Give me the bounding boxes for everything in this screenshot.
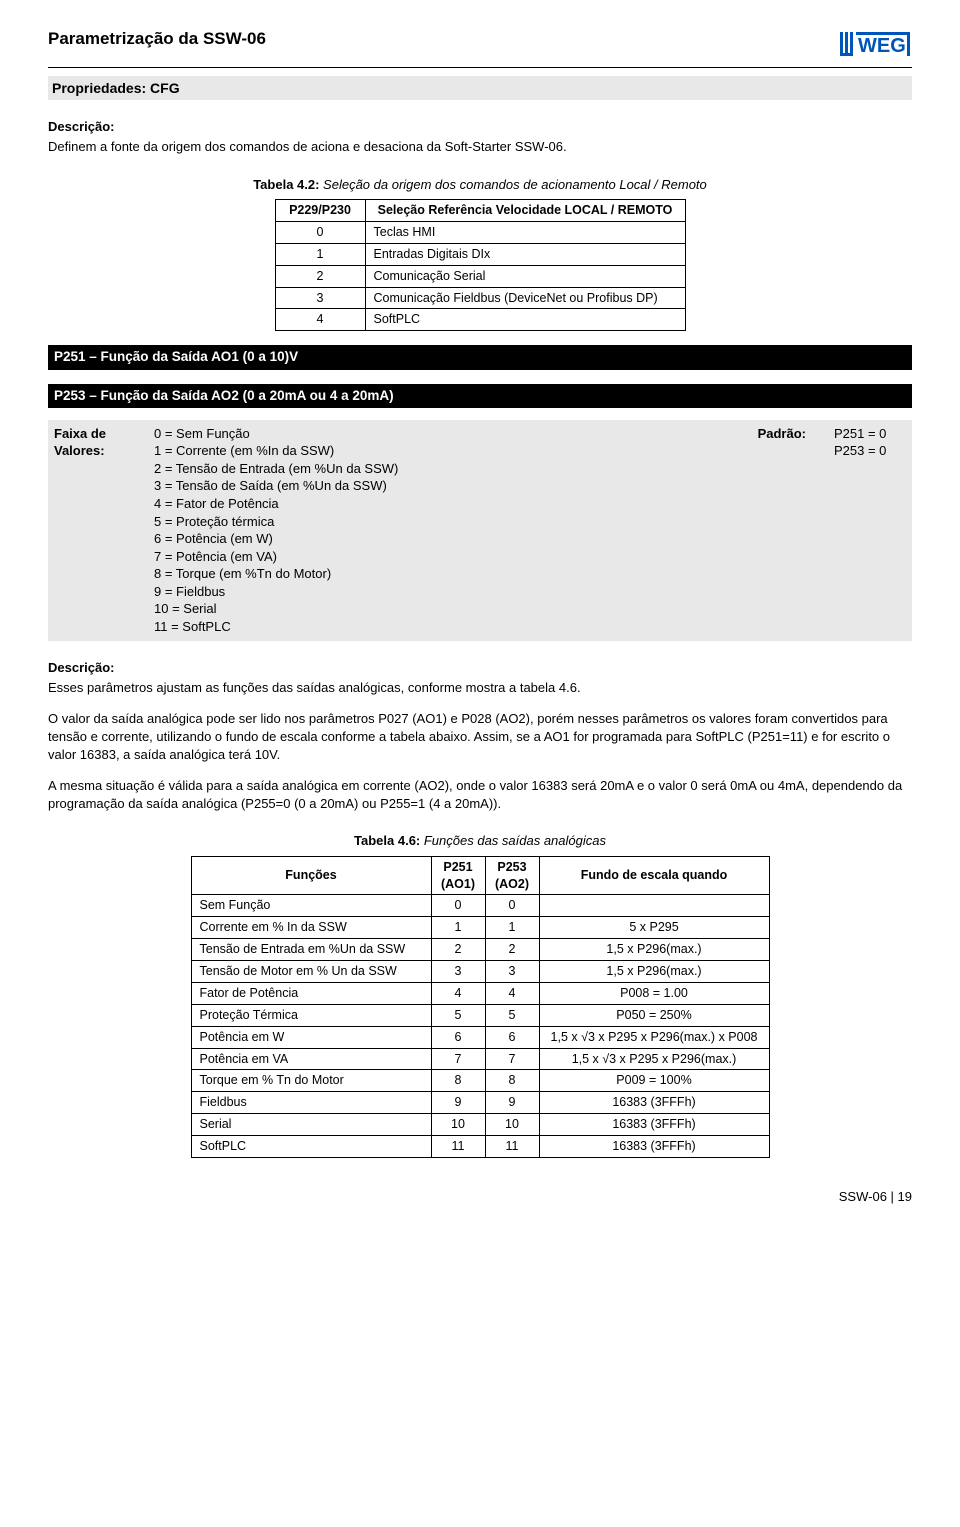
table-row: Tensão de Entrada em %Un da SSW221,5 x P… bbox=[191, 939, 769, 961]
svg-text:WEG: WEG bbox=[858, 35, 906, 57]
table-row: Potência em W661,5 x √3 x P295 x P296(ma… bbox=[191, 1026, 769, 1048]
table-row: Fator de Potência44P008 = 1.00 bbox=[191, 982, 769, 1004]
paragraph-2: A mesma situação é válida para a saída a… bbox=[48, 777, 912, 812]
caption-italic: Funções das saídas analógicas bbox=[420, 833, 606, 848]
table-row: Serial101016383 (3FFFh) bbox=[191, 1114, 769, 1136]
caption-bold: Tabela 4.2: bbox=[253, 177, 319, 192]
doc-title: Parametrização da SSW-06 bbox=[48, 28, 266, 51]
table-row: SoftPLC111116383 (3FFFh) bbox=[191, 1136, 769, 1158]
caption-bold: Tabela 4.6: bbox=[354, 833, 420, 848]
table-row: 0Teclas HMI bbox=[275, 221, 685, 243]
table-row: Potência em VA771,5 x √3 x P295 x P296(m… bbox=[191, 1048, 769, 1070]
faixa-line: 11 = SoftPLC bbox=[154, 618, 718, 636]
faixa-line: 7 = Potência (em VA) bbox=[154, 548, 718, 566]
faixa-block: Faixa de Valores: 0 = Sem Função 1 = Cor… bbox=[48, 420, 912, 642]
caption-italic: Seleção da origem dos comandos de aciona… bbox=[319, 177, 706, 192]
table-42: P229/P230 Seleção Referência Velocidade … bbox=[275, 199, 686, 331]
table-row: 2Comunicação Serial bbox=[275, 265, 685, 287]
faixa-line: 8 = Torque (em %Tn do Motor) bbox=[154, 565, 718, 583]
table-46: Funções P251 (AO1) P253 (AO2) Fundo de e… bbox=[191, 856, 770, 1158]
desc-label-1: Descrição: bbox=[48, 118, 912, 136]
weg-logo: WEG bbox=[838, 28, 912, 63]
faixa-line: 5 = Proteção térmica bbox=[154, 513, 718, 531]
table-row: Torque em % Tn do Motor88P009 = 100% bbox=[191, 1070, 769, 1092]
table-row: Tensão de Motor em % Un da SSW331,5 x P2… bbox=[191, 961, 769, 983]
padrao-label: Padrão: bbox=[746, 425, 806, 636]
paragraph-1: O valor da saída analógica pode ser lido… bbox=[48, 710, 912, 763]
t42-h1: P229/P230 bbox=[275, 200, 365, 222]
table46-caption: Tabela 4.6: Funções das saídas analógica… bbox=[48, 832, 912, 850]
section-p251: P251 – Função da Saída AO1 (0 a 10)V bbox=[48, 345, 912, 369]
table-row: 1Entradas Digitais DIx bbox=[275, 243, 685, 265]
table-row: 4SoftPLC bbox=[275, 309, 685, 331]
t46-h4: Fundo de escala quando bbox=[539, 856, 769, 895]
table-row: 3Comunicação Fieldbus (DeviceNet ou Prof… bbox=[275, 287, 685, 309]
faixa-line: 4 = Fator de Potência bbox=[154, 495, 718, 513]
desc-label-2: Descrição: bbox=[48, 659, 912, 677]
table-row: Proteção Térmica55P050 = 250% bbox=[191, 1004, 769, 1026]
t46-h3: P253 (AO2) bbox=[485, 856, 539, 895]
faixa-line: 3 = Tensão de Saída (em %Un da SSW) bbox=[154, 477, 718, 495]
padrao-val: P253 = 0 bbox=[834, 442, 906, 460]
padrao-val: P251 = 0 bbox=[834, 425, 906, 443]
faixa-line: 6 = Potência (em W) bbox=[154, 530, 718, 548]
faixa-line: 1 = Corrente (em %In da SSW) bbox=[154, 442, 718, 460]
table42-caption: Tabela 4.2: Seleção da origem dos comand… bbox=[48, 176, 912, 194]
faixa-values: 0 = Sem Função 1 = Corrente (em %In da S… bbox=[154, 425, 718, 636]
section-p253: P253 – Função da Saída AO2 (0 a 20mA ou … bbox=[48, 384, 912, 408]
faixa-line: 10 = Serial bbox=[154, 600, 718, 618]
table-row: Fieldbus9916383 (3FFFh) bbox=[191, 1092, 769, 1114]
padrao-values: P251 = 0 P253 = 0 bbox=[834, 425, 906, 636]
faixa-line: 9 = Fieldbus bbox=[154, 583, 718, 601]
table-row: Sem Função00 bbox=[191, 895, 769, 917]
table-row: Corrente em % In da SSW115 x P295 bbox=[191, 917, 769, 939]
faixa-line: 0 = Sem Função bbox=[154, 425, 718, 443]
properties-bar: Propriedades: CFG bbox=[48, 76, 912, 101]
page-header: Parametrização da SSW-06 WEG bbox=[48, 28, 912, 68]
desc-text-2: Esses parâmetros ajustam as funções das … bbox=[48, 679, 912, 697]
t42-h2: Seleção Referência Velocidade LOCAL / RE… bbox=[365, 200, 685, 222]
page-footer: SSW-06 | 19 bbox=[48, 1188, 912, 1206]
faixa-label: Faixa de Valores: bbox=[54, 425, 126, 636]
desc-text-1: Definem a fonte da origem dos comandos d… bbox=[48, 138, 912, 156]
t46-h1: Funções bbox=[191, 856, 431, 895]
t46-h2: P251 (AO1) bbox=[431, 856, 485, 895]
faixa-line: 2 = Tensão de Entrada (em %Un da SSW) bbox=[154, 460, 718, 478]
